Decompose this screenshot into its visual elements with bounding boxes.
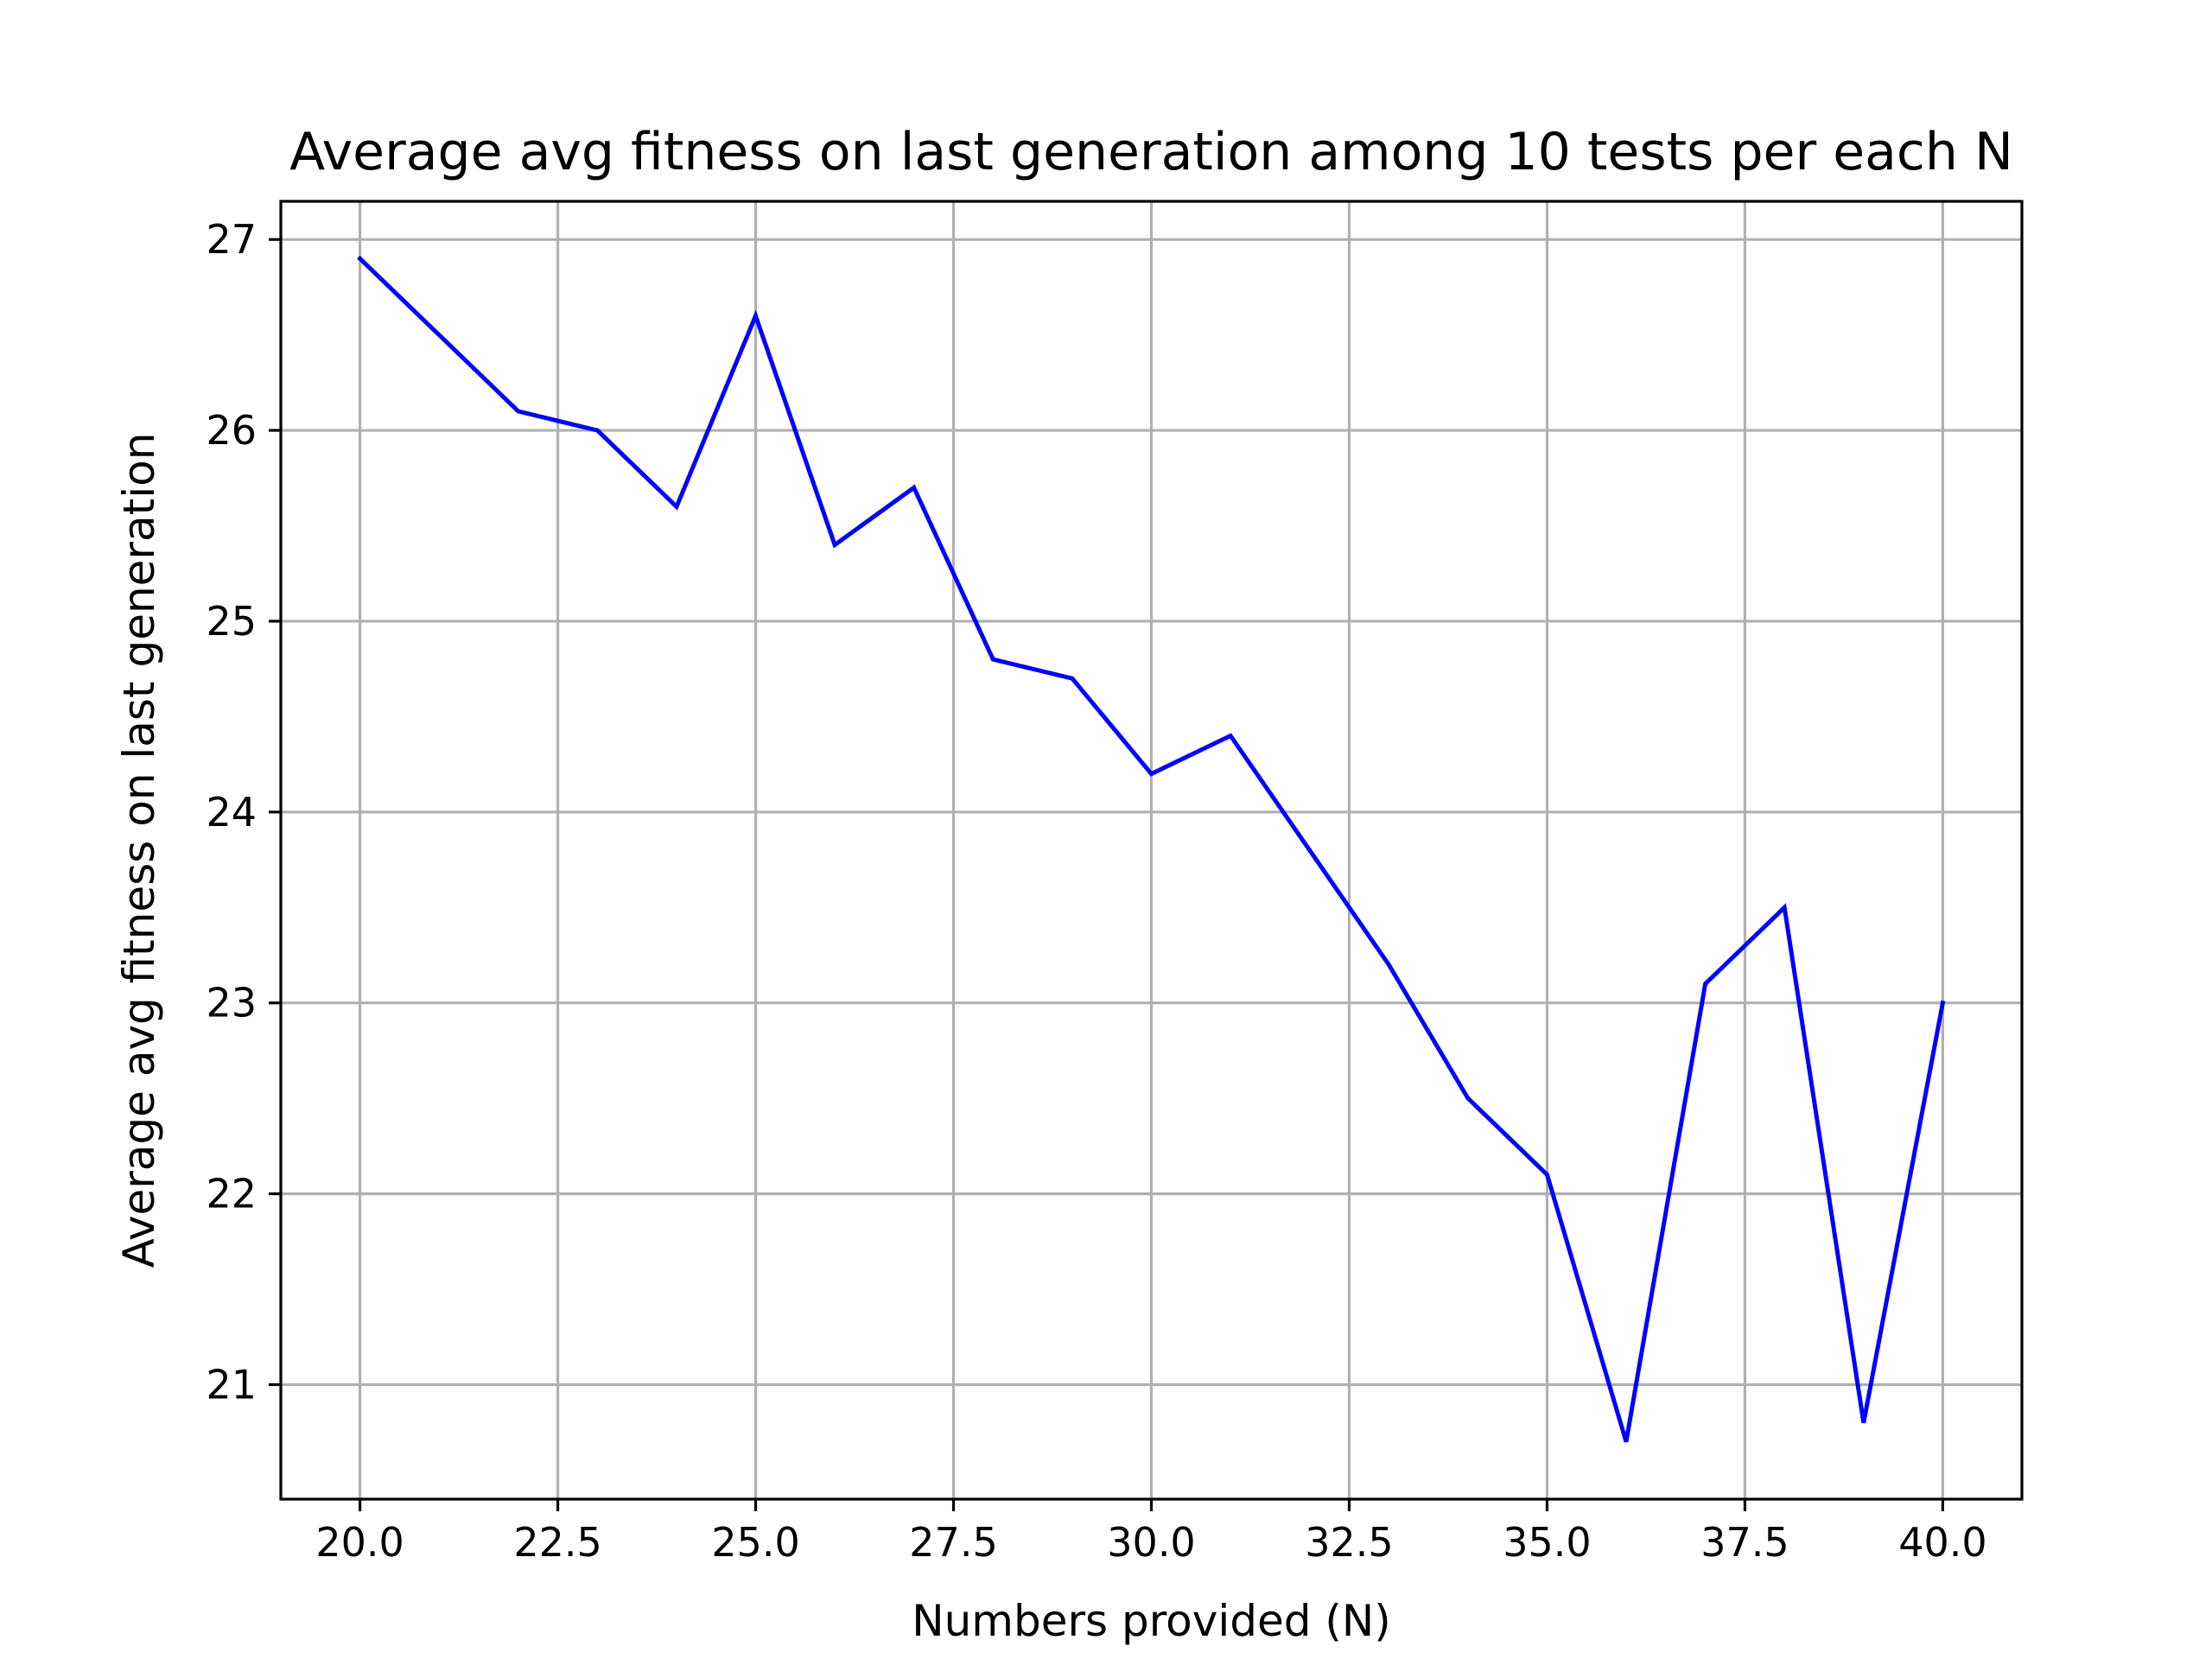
y-tick-label: 27 [206,216,257,263]
y-tick-label: 25 [206,598,257,645]
axis-ticks: 20.0 22.5 25.0 27.5 30.0 32.5 35.0 37.5 40.0 21 22… [206,216,1986,1566]
x-tick-label: 32.5 [1305,1519,1393,1566]
x-tick-label: 20.0 [315,1519,404,1566]
series-line [357,255,1946,1443]
y-tick-label: 23 [206,980,257,1027]
x-tick-label: 25.0 [711,1519,799,1566]
y-tick-label: 24 [206,789,257,836]
series-layer [357,255,1946,1443]
x-tick-label: 35.0 [1503,1519,1591,1566]
x-tick-label: 40.0 [1898,1519,1986,1566]
x-axis-label: Numbers provided (N) [912,1596,1391,1646]
grid [281,201,2022,1499]
y-tick-label: 26 [206,407,257,454]
x-tick-label: 22.5 [513,1519,601,1566]
x-tick-label: 27.5 [909,1519,997,1566]
y-axis-label: Average avg fitness on last generation [114,433,164,1268]
chart-title: Average avg fitness on last generation a… [289,122,2013,182]
x-tick-label: 30.0 [1107,1519,1195,1566]
y-tick-label: 21 [206,1361,257,1408]
y-tick-label: 22 [206,1171,257,1217]
x-tick-label: 37.5 [1700,1519,1789,1566]
